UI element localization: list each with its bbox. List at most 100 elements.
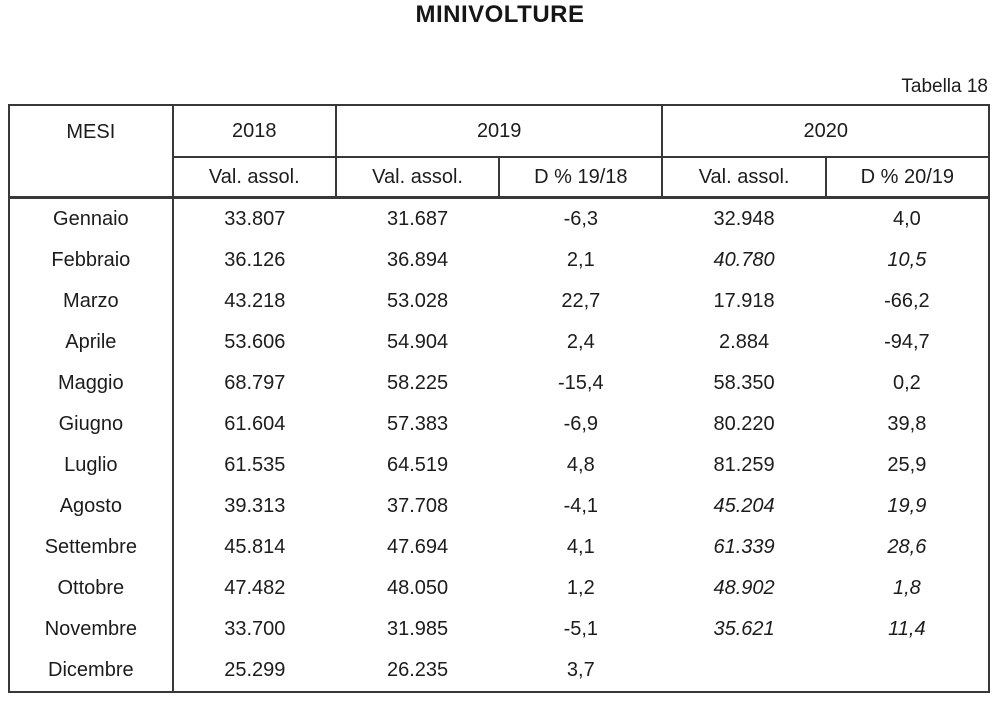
value-2019-cell: 36.894 [386, 249, 449, 271]
table-header-years-row: MESI 2018 2019 2020 [8, 104, 990, 199]
delta-20-19-cell: 1,8 [892, 577, 921, 599]
table-row: Marzo 43.218 53.028 22,7 17.918 -66,2 [9, 281, 989, 322]
delta-19-18-cell: 4,1 [566, 536, 595, 558]
column-header-delta-20-19: D % 20/19 [824, 156, 991, 199]
minivolture-table: MESI 2018 2019 2020 Val. assol. Val. ass… [8, 104, 991, 693]
month-cell: Novembre [9, 609, 174, 650]
table-row: Giugno 61.604 57.383 -6,9 80.220 39,8 [9, 404, 989, 445]
delta-20-19-cell: 25,9 [887, 454, 927, 476]
value-2019-cell: 48.050 [386, 577, 449, 599]
table-row: Luglio 61.535 64.519 4,8 81.259 25,9 [9, 445, 989, 486]
value-2018-cell: 39.313 [224, 495, 286, 517]
delta-20-19-cell: 39,8 [887, 413, 927, 435]
delta-20-19-cell: -94,7 [884, 331, 930, 353]
value-2019-cell: 54.904 [386, 331, 449, 353]
delta-20-19-cell: -66,2 [884, 290, 930, 312]
column-header-val-assol-2019: Val. assol. [334, 156, 501, 199]
delta-19-18-cell: 1,2 [566, 577, 595, 599]
delta-20-19-cell: 4,0 [892, 208, 921, 230]
value-2018-cell: 53.606 [224, 331, 286, 353]
month-cell: Giugno [9, 404, 174, 445]
column-header-mesi: MESI [8, 104, 174, 199]
column-header-2020: 2020 [661, 104, 990, 158]
value-2018-cell: 33.700 [224, 618, 286, 640]
table-header: MESI 2018 2019 2020 Val. assol. Val. ass… [8, 104, 991, 199]
delta-19-18-cell: -6,3 [563, 208, 599, 230]
month-cell: Ottobre [9, 568, 174, 609]
column-header-delta-19-18: D % 19/18 [498, 156, 664, 199]
table-body: Gennaio 33.807 31.687 -6,3 32.948 4,0 Febbraio… [9, 197, 989, 692]
value-2019-cell: 31.687 [386, 208, 449, 230]
value-2018-cell: 36.126 [224, 249, 286, 271]
value-2020-cell: 17.918 [713, 290, 775, 312]
value-2019-cell: 58.225 [386, 372, 449, 394]
column-header-2019: 2019 [334, 104, 664, 158]
month-cell: Gennaio [9, 197, 174, 240]
month-cell: Marzo [9, 281, 174, 322]
delta-19-18-cell: 2,4 [566, 331, 595, 353]
delta-19-18-cell: -5,1 [563, 618, 599, 640]
value-2020-cell: 32.948 [713, 208, 775, 230]
value-2019-cell: 57.383 [386, 413, 449, 435]
table-row: Febbraio 36.126 36.894 2,1 40.780 10,5 [9, 240, 989, 281]
delta-19-18-cell: 2,1 [566, 249, 595, 271]
month-cell: Dicembre [9, 650, 174, 692]
table-row: Maggio 68.797 58.225 -15,4 58.350 0,2 [9, 363, 989, 404]
month-cell: Settembre [9, 527, 174, 568]
table-row: Gennaio 33.807 31.687 -6,3 32.948 4,0 [9, 197, 989, 240]
delta-19-18-cell: 4,8 [566, 454, 595, 476]
value-2018-cell: 25.299 [224, 659, 286, 681]
delta-20-19-cell: 28,6 [887, 536, 927, 558]
value-2020-cell: 80.220 [713, 413, 775, 435]
value-2020-cell [662, 650, 825, 692]
table-row: Agosto 39.313 37.708 -4,1 45.204 19,9 [9, 486, 989, 527]
month-cell: Luglio [9, 445, 174, 486]
delta-20-19-cell: 0,2 [892, 372, 921, 394]
value-2018-cell: 68.797 [224, 372, 286, 394]
month-cell: Febbraio [9, 240, 174, 281]
value-2019-cell: 47.694 [386, 536, 449, 558]
table-header-measures-row: Val. assol. Val. assol. D % 19/18 Val. a… [9, 156, 991, 199]
value-2020-cell: 45.204 [713, 495, 775, 517]
delta-20-19-cell: 10,5 [887, 249, 927, 271]
value-2018-cell: 45.814 [224, 536, 286, 558]
value-2019-cell: 31.985 [386, 618, 449, 640]
value-2020-cell: 58.350 [713, 372, 775, 394]
delta-19-18-cell: 3,7 [566, 659, 595, 681]
delta-19-18-cell: -4,1 [563, 495, 599, 517]
value-2018-cell: 61.535 [224, 454, 286, 476]
delta-19-18-cell: -15,4 [558, 372, 604, 394]
delta-19-18-cell: -6,9 [563, 413, 599, 435]
value-2018-cell: 33.807 [224, 208, 286, 230]
value-2020-cell: 81.259 [713, 454, 775, 476]
delta-19-18-cell: 22,7 [561, 290, 601, 312]
value-2019-cell: 26.235 [386, 659, 449, 681]
page-title: MINIVOLTURE [415, 1, 585, 28]
delta-20-19-cell [826, 650, 989, 692]
value-2019-cell: 64.519 [386, 454, 449, 476]
value-2018-cell: 43.218 [224, 290, 286, 312]
column-header-val-assol-2020: Val. assol. [661, 156, 827, 199]
value-2020-cell: 40.780 [713, 249, 775, 271]
value-2018-cell: 47.482 [224, 577, 286, 599]
table-row: Dicembre 25.299 26.235 3,7 [9, 650, 989, 692]
delta-20-19-cell: 11,4 [888, 618, 926, 640]
month-cell: Maggio [9, 363, 174, 404]
value-2020-cell: 2.884 [719, 331, 770, 353]
table-row: Aprile 53.606 54.904 2,4 2.884 -94,7 [9, 322, 989, 363]
value-2019-cell: 37.708 [386, 495, 449, 517]
value-2020-cell: 48.902 [713, 577, 775, 599]
column-header-val-assol-2018: Val. assol. [171, 156, 337, 199]
value-2018-cell: 61.604 [224, 413, 286, 435]
value-2020-cell: 35.621 [713, 618, 775, 640]
delta-20-19-cell: 19,9 [887, 495, 927, 517]
column-header-2018: 2018 [171, 104, 337, 158]
table-label: Tabella 18 [901, 76, 988, 97]
value-2020-cell: 61.339 [713, 536, 775, 558]
month-cell: Aprile [9, 322, 174, 363]
table-row: Novembre 33.700 31.985 -5,1 35.621 11,4 [9, 609, 989, 650]
value-2019-cell: 53.028 [386, 290, 449, 312]
month-cell: Agosto [9, 486, 174, 527]
table-row: Ottobre 47.482 48.050 1,2 48.902 1,8 [9, 568, 989, 609]
